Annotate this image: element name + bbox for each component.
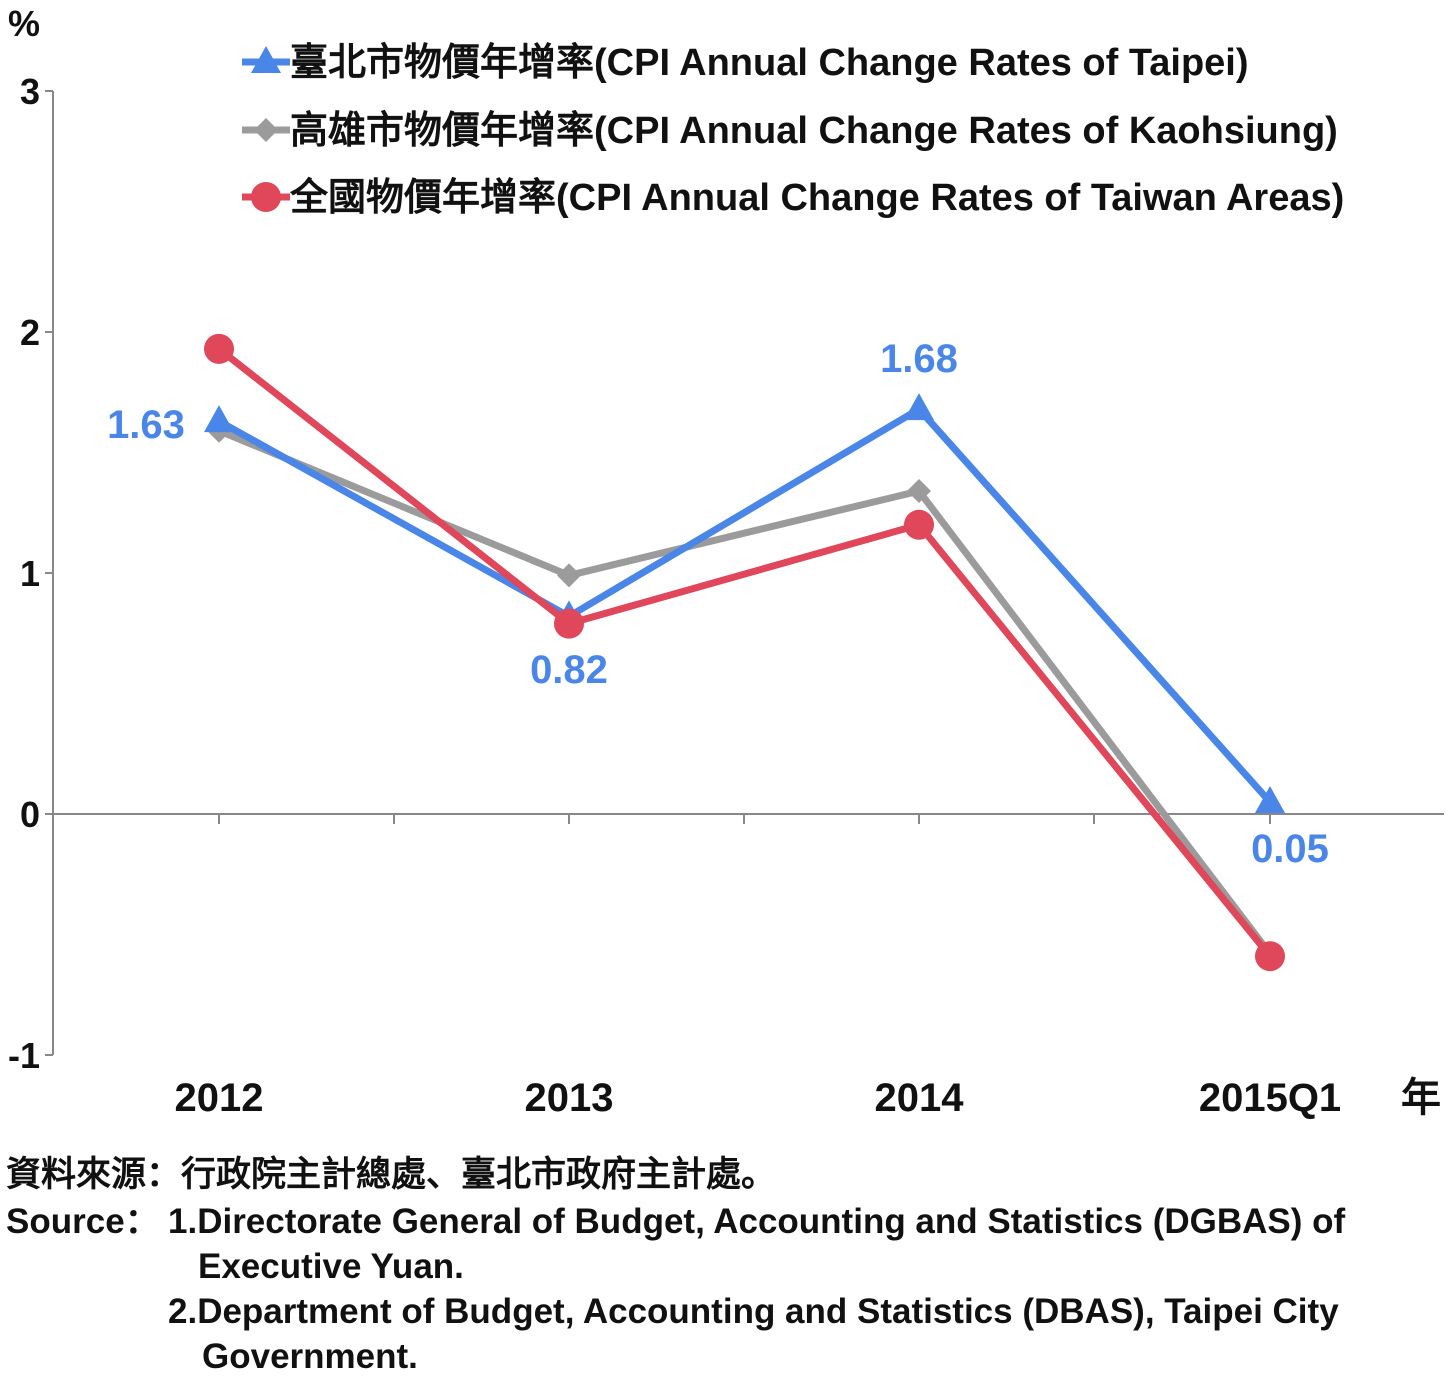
y-tick-label: 0: [20, 794, 40, 835]
legend: 臺北市物價年增率(CPI Annual Change Rates of Taip…: [242, 42, 1344, 219]
source-zh: 資料來源：行政院主計總處、臺北市政府主計處。: [6, 1155, 777, 1194]
legend-item-0: 臺北市物價年增率(CPI Annual Change Rates of Taip…: [242, 42, 1249, 84]
x-axis-label: 年: [1401, 1076, 1441, 1120]
legend-item-1: 高雄市物價年增率(CPI Annual Change Rates of Kaoh…: [242, 110, 1338, 152]
x-tick-label: 2013: [525, 1076, 614, 1120]
y-tick-label: -1: [8, 1035, 40, 1076]
y-tick-label: 2: [20, 312, 40, 353]
series-line: [216, 346, 1273, 959]
series-group: 1.63 0.82 1.68 0.05: [107, 333, 1329, 972]
source-item2-line1: 2.Department of Budget, Accounting and S…: [168, 1292, 1339, 1331]
legend-item-2: 全國物價年增率(CPI Annual Change Rates of Taiwa…: [242, 176, 1344, 219]
x-tick-label: 2014: [875, 1076, 965, 1120]
data-point: [557, 563, 581, 588]
data-point: [1255, 785, 1285, 813]
series-2: [204, 333, 1285, 972]
data-point: [907, 479, 931, 504]
legend-marker: [251, 182, 281, 212]
legend-label: 高雄市物價年增率(CPI Annual Change Rates of Kaoh…: [290, 110, 1338, 152]
axes: -1 0 1 2 3% 2012 2013 2014 2015Q1 年: [8, 3, 1444, 1120]
x-tick-label: 2015Q1: [1199, 1076, 1341, 1120]
y-tick-label: 1: [20, 553, 40, 594]
data-point: [554, 608, 584, 639]
legend-marker: [251, 46, 281, 73]
data-point: [904, 393, 934, 421]
line-chart: -1 0 1 2 3% 2012 2013 2014 2015Q1 年 1.63 0.82 1.68 0…: [8, 3, 1444, 1120]
legend-label: 臺北市物價年增率(CPI Annual Change Rates of Taip…: [290, 42, 1249, 84]
data-point: [204, 333, 234, 364]
source-en-prefix: Source：: [6, 1202, 160, 1241]
y-axis-label: %: [8, 3, 40, 44]
data-point: [904, 509, 934, 540]
data-label: 0.05: [1251, 827, 1329, 871]
series-line: [217, 427, 1273, 956]
source-item1-line1: 1.Directorate General of Budget, Account…: [168, 1202, 1346, 1241]
source-item2-line2: Government.: [202, 1337, 418, 1376]
data-label: 0.82: [530, 648, 608, 692]
series-line: [217, 405, 1273, 805]
x-tick-label: 2012: [175, 1076, 264, 1120]
source-item1-line2: Executive Yuan.: [198, 1247, 464, 1286]
series-0: [204, 393, 1285, 813]
data-label: 1.68: [880, 337, 958, 381]
data-point: [1255, 941, 1285, 972]
data-point: [204, 405, 234, 433]
y-tick-label: 3: [20, 71, 40, 112]
legend-label: 全國物價年增率(CPI Annual Change Rates of Taiwa…: [289, 176, 1344, 219]
data-label: 1.63: [107, 403, 185, 447]
legend-marker: [254, 118, 278, 142]
